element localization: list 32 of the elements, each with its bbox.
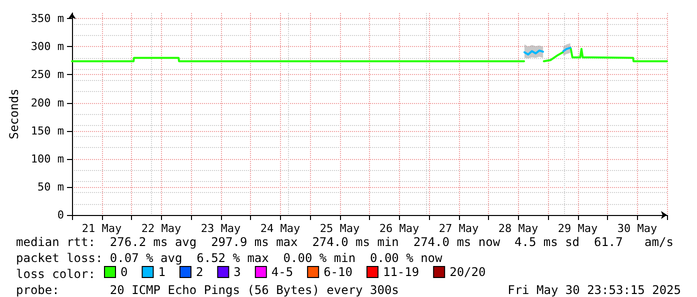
text: packet loss: 0.07 % avg 6.52 % max 0.00 % min 0.00 % now: [16, 251, 444, 265]
legend-label: 4-5: [271, 265, 294, 279]
x-tick-label: 25 May: [320, 222, 360, 235]
x-tick-label: 23 May: [200, 222, 241, 235]
text: probe: 20 ICMP Echo Pings (56 Bytes) every 300s: [16, 283, 399, 297]
legend-label: 3: [234, 265, 241, 279]
x-tick-label: 27 May: [438, 222, 479, 235]
y-tick-label: 300 m: [30, 40, 64, 54]
legend-label: 11-19: [382, 265, 420, 279]
x-tick-label: 26 May: [379, 222, 420, 235]
x-tick-label: 22 May: [141, 222, 182, 235]
x-tick-label: 28 May: [498, 222, 538, 235]
legend-label: 6-10: [324, 265, 352, 279]
y-tick-label: 250 m: [30, 68, 64, 82]
x-tick-label: 21 May: [82, 222, 122, 235]
x-tick-label: 24 May: [260, 222, 300, 235]
y-tick-label: 350 m: [30, 12, 64, 26]
legend-label: 2: [196, 265, 204, 279]
y-tick-label: 200 m: [30, 96, 64, 110]
y-axis-title: Seconds: [7, 88, 21, 140]
text: median rtt: 276.2 ms avg 297.9 ms max 274.0 ms min 274.0 ms now 4.5 ms sd 61.7 am/s: [16, 235, 674, 249]
text: Fri May 30 23:53:15 2025: [508, 283, 681, 297]
legend-label: 20/20: [450, 265, 486, 279]
legend-title: loss color:: [16, 267, 96, 281]
y-tick-label: 50 m: [38, 180, 64, 194]
y-tick-label: 100 m: [30, 152, 64, 166]
legend-label: 0: [120, 265, 128, 279]
x-tick-label: 30 May: [617, 222, 658, 235]
y-tick-label: 150 m: [30, 124, 64, 138]
x-tick-label: 29 May: [558, 222, 598, 235]
y-tick-label: 0: [57, 208, 64, 222]
legend-label: 1: [158, 265, 166, 279]
